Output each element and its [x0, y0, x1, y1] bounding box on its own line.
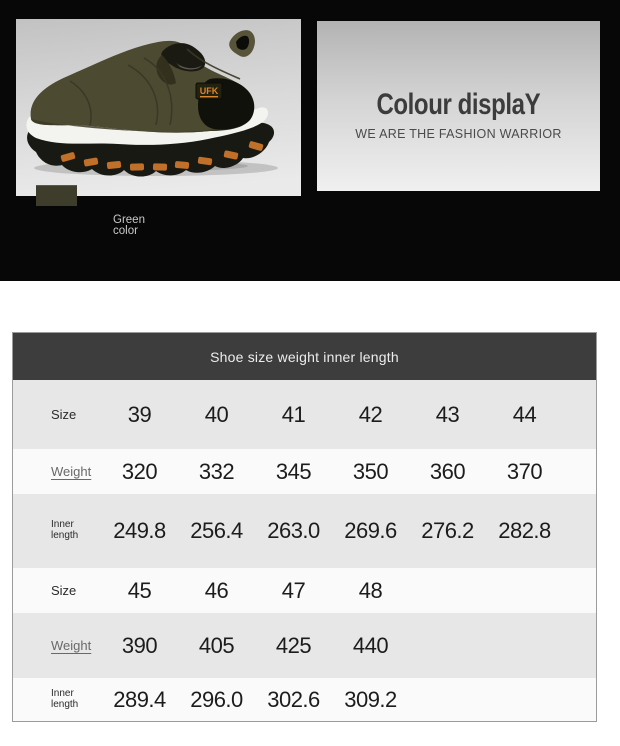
weight-value: 360 — [429, 458, 466, 484]
product-page: UFK Green color Colour displaY WE ARE TH… — [0, 0, 620, 722]
inner-length-value: 289.4 — [113, 686, 166, 712]
inner-length-value: 282.8 — [498, 518, 551, 543]
label-cell: Inner length — [13, 688, 101, 712]
inner-length-value: 296.0 — [190, 686, 243, 712]
label-cell: Weight — [13, 463, 101, 481]
inner-length-row-label: Inner length — [51, 687, 79, 710]
table-row-weight-1: Weight 320 332 345 350 360 370 — [13, 449, 596, 494]
weight-value: 345 — [275, 458, 312, 484]
size-value: 39 — [127, 401, 152, 427]
table-row-inner-length-2: Inner length 289.4 296.0 302.6 309.2 — [13, 678, 596, 721]
brand-tag: UFK — [195, 82, 223, 100]
label-cell: Size — [13, 582, 101, 600]
colour-display-panel: Colour displaY WE ARE THE FASHION WARRIO… — [317, 21, 600, 191]
label-cell: Inner length — [13, 519, 101, 543]
label-cell: Size — [13, 406, 101, 424]
size-value: 45 — [127, 577, 152, 603]
size-value: 43 — [435, 401, 460, 427]
green-color-swatch — [36, 185, 77, 206]
pull-tab-hole — [236, 35, 250, 50]
table-row-size-2: Size 45 46 47 48 — [13, 568, 596, 613]
label-cell: Weight — [13, 637, 101, 655]
weight-value: 390 — [121, 632, 158, 658]
size-value: 42 — [358, 401, 383, 427]
table-row-inner-length-1: Inner length 249.8 256.4 263.0 269.6 276… — [13, 494, 596, 568]
size-value: 47 — [281, 577, 306, 603]
outsole-orange-accents — [60, 141, 264, 171]
weight-row-label: Weight — [51, 637, 92, 653]
inner-length-value: 256.4 — [190, 518, 243, 543]
size-row-label: Size — [51, 582, 77, 598]
size-table: Shoe size weight inner length Size 39 40… — [12, 332, 597, 722]
weight-row-label: Weight — [51, 463, 92, 479]
inner-length-value: 302.6 — [267, 686, 320, 712]
size-value: 48 — [358, 577, 383, 603]
hero-section: UFK Green color Colour displaY WE ARE TH… — [0, 0, 620, 281]
brand-tag-text: UFK — [200, 86, 219, 96]
size-value: 41 — [281, 401, 306, 427]
panel-title: Colour displaY — [376, 87, 541, 121]
inner-length-value: 269.6 — [344, 518, 397, 543]
weight-value: 425 — [275, 632, 312, 658]
collar-inner-light — [176, 63, 202, 70]
inner-length-value: 249.8 — [113, 518, 166, 543]
shoe-midsole — [26, 107, 269, 145]
shoe-collar-opening — [161, 43, 206, 72]
shoe-image: UFK — [26, 30, 278, 177]
shoe-side-gore — [156, 55, 176, 85]
size-table-title: Shoe size weight inner length — [13, 333, 596, 380]
inner-length-value: 263.0 — [267, 518, 320, 543]
weight-value: 440 — [352, 632, 389, 658]
color-swatch-label: Green color — [113, 214, 145, 237]
size-value: 44 — [512, 401, 537, 427]
product-photo: UFK — [16, 19, 301, 196]
weight-value: 332 — [198, 458, 235, 484]
panel-subtitle: WE ARE THE FASHION WARRIOR — [355, 126, 562, 141]
table-row-weight-2: Weight 390 405 425 440 — [13, 613, 596, 678]
inner-length-value: 309.2 — [344, 686, 397, 712]
inner-length-value: 276.2 — [421, 518, 474, 543]
weight-value: 370 — [506, 458, 543, 484]
shoe-upper-shade — [31, 119, 248, 133]
weight-value: 350 — [352, 458, 389, 484]
size-value: 46 — [204, 577, 229, 603]
inner-length-row-label: Inner length — [51, 519, 79, 541]
table-row-size-1: Size 39 40 41 42 43 44 — [13, 380, 596, 449]
size-row-label: Size — [51, 406, 77, 422]
size-table-section: Shoe size weight inner length Size 39 40… — [12, 332, 620, 722]
size-value: 40 — [204, 401, 229, 427]
weight-value: 405 — [198, 632, 235, 658]
weight-value: 320 — [121, 458, 158, 484]
shoe-seams — [69, 48, 241, 126]
